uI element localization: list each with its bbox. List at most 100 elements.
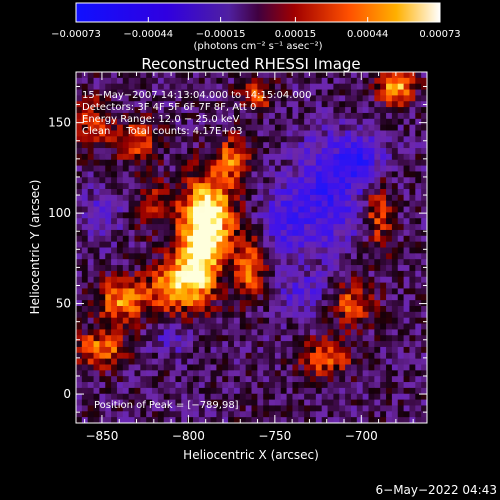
heatmap-cell: [286, 235, 294, 243]
heatmap-cell: [93, 183, 100, 190]
heatmap-cell: [99, 235, 106, 243]
heatmap-cell: [380, 95, 387, 102]
heatmap-cell: [216, 358, 223, 366]
heatmap-cell: [116, 282, 124, 290]
heatmap-cell: [251, 352, 258, 360]
heatmap-cell: [339, 235, 346, 243]
x-tick-label: −700: [345, 429, 378, 443]
heatmap-cell: [310, 224, 317, 231]
heatmap-cell: [116, 294, 124, 301]
heatmap-cell: [233, 288, 241, 295]
heatmap-cell: [111, 212, 118, 219]
heatmap-cell: [263, 259, 270, 266]
heatmap-cell: [146, 411, 153, 418]
heatmap-cell: [163, 177, 171, 184]
heatmap-cell: [228, 311, 235, 319]
heatmap-cell: [187, 306, 194, 313]
heatmap-cell: [345, 364, 352, 371]
heatmap-cell: [239, 335, 247, 342]
heatmap-cell: [116, 118, 124, 126]
heatmap-cell: [421, 405, 427, 412]
heatmap-cell: [374, 341, 381, 348]
heatmap-cell: [391, 206, 399, 213]
heatmap-cell: [210, 300, 217, 307]
heatmap-cell: [157, 107, 165, 114]
heatmap-cell: [362, 405, 370, 412]
heatmap-cell: [210, 224, 217, 231]
heatmap-cell: [193, 346, 200, 354]
heatmap-cell: [380, 323, 387, 330]
heatmap-cell: [421, 241, 427, 249]
heatmap-cell: [350, 241, 358, 249]
heatmap-cell: [251, 346, 258, 354]
heatmap-cell: [105, 358, 112, 366]
heatmap-cell: [345, 376, 352, 383]
heatmap-cell: [228, 200, 235, 208]
heatmap-cell: [193, 265, 200, 272]
heatmap-cell: [228, 165, 235, 173]
heatmap-cell: [409, 112, 416, 120]
heatmap-cell: [321, 136, 329, 143]
heatmap-cell: [397, 311, 405, 319]
heatmap-cell: [280, 282, 288, 290]
annotation-method-counts: Clean Total counts: 4.17E+03: [82, 126, 242, 137]
heatmap-cell: [245, 364, 253, 371]
heatmap-cell: [93, 276, 100, 284]
heatmap-cell: [339, 276, 346, 284]
heatmap-cell: [181, 153, 188, 161]
heatmap-cell: [327, 417, 334, 423]
heatmap-cell: [198, 370, 206, 377]
heatmap-cell: [350, 171, 358, 178]
heatmap-cell: [403, 300, 411, 307]
heatmap-cell: [263, 370, 270, 377]
heatmap-cell: [146, 189, 153, 196]
heatmap-cell: [269, 235, 276, 243]
heatmap-cell: [76, 241, 83, 249]
heatmap-cell: [310, 159, 317, 167]
heatmap-cell: [280, 376, 288, 383]
heatmap-cell: [187, 142, 194, 149]
heatmap-cell: [327, 270, 334, 278]
heatmap-cell: [233, 112, 241, 120]
heatmap-cell: [409, 370, 416, 377]
heatmap-cell: [257, 276, 264, 284]
heatmap-cell: [292, 393, 299, 401]
heatmap-cell: [391, 136, 399, 143]
heatmap-cell: [169, 130, 177, 137]
heatmap-cell: [374, 107, 381, 114]
heatmap-cell: [292, 206, 299, 213]
heatmap-cell: [146, 77, 153, 85]
heatmap-cell: [327, 253, 334, 260]
heatmap-cell: [134, 130, 141, 137]
heatmap-cell: [257, 346, 264, 354]
heatmap-cell: [152, 89, 159, 96]
heatmap-cell: [269, 177, 276, 184]
heatmap-cell: [152, 77, 159, 85]
heatmap-cell: [128, 393, 136, 401]
heatmap-cell: [362, 171, 370, 178]
heatmap-cell: [239, 112, 247, 120]
heatmap-cell: [257, 352, 264, 360]
heatmap-cell: [228, 89, 235, 96]
heatmap-cell: [134, 370, 141, 377]
heatmap-cell: [374, 411, 381, 418]
heatmap-cell: [239, 148, 247, 155]
heatmap-cell: [157, 323, 165, 330]
heatmap-cell: [269, 136, 276, 143]
heatmap-cell: [87, 417, 95, 423]
heatmap-cell: [274, 300, 282, 307]
heatmap-cell: [350, 77, 358, 85]
heatmap-cell: [140, 393, 147, 401]
heatmap-cell: [327, 218, 334, 225]
heatmap-cell: [292, 317, 299, 325]
heatmap-cell: [198, 346, 206, 354]
heatmap-cell: [175, 323, 182, 330]
heatmap-cell: [111, 183, 118, 190]
heatmap-cell: [315, 288, 323, 295]
colorbar-tick-label: 0.00015: [275, 29, 316, 40]
heatmap-cell: [368, 118, 375, 126]
heatmap-cell: [87, 370, 95, 377]
heatmap-cell: [380, 346, 387, 354]
heatmap-cell: [339, 77, 346, 85]
heatmap-cell: [198, 323, 206, 330]
